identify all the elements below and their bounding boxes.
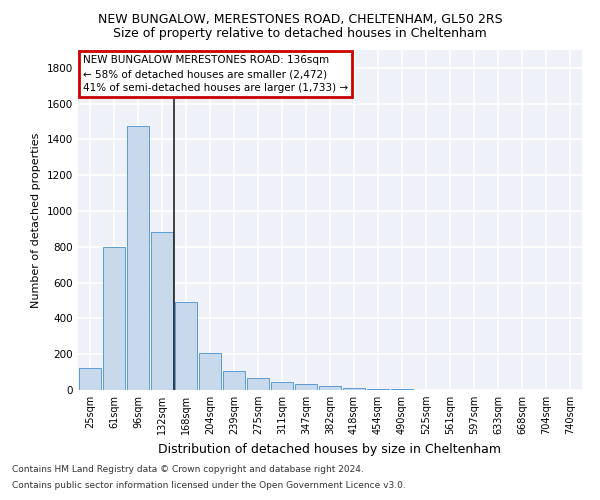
Bar xyxy=(103,247,125,390)
Y-axis label: Number of detached properties: Number of detached properties xyxy=(31,132,41,308)
Bar xyxy=(79,368,101,390)
Bar xyxy=(271,382,293,390)
Bar xyxy=(343,388,365,390)
Text: NEW BUNGALOW MERESTONES ROAD: 136sqm
← 58% of detached houses are smaller (2,472: NEW BUNGALOW MERESTONES ROAD: 136sqm ← 5… xyxy=(83,55,348,93)
Bar xyxy=(367,389,389,390)
Bar xyxy=(175,302,197,390)
Bar xyxy=(319,386,341,390)
Text: Size of property relative to detached houses in Cheltenham: Size of property relative to detached ho… xyxy=(113,28,487,40)
Bar xyxy=(151,232,173,390)
Bar xyxy=(295,384,317,390)
Bar xyxy=(199,354,221,390)
Bar xyxy=(247,378,269,390)
Text: Contains public sector information licensed under the Open Government Licence v3: Contains public sector information licen… xyxy=(12,480,406,490)
Text: NEW BUNGALOW, MERESTONES ROAD, CHELTENHAM, GL50 2RS: NEW BUNGALOW, MERESTONES ROAD, CHELTENHA… xyxy=(98,12,502,26)
X-axis label: Distribution of detached houses by size in Cheltenham: Distribution of detached houses by size … xyxy=(158,442,502,456)
Bar xyxy=(127,126,149,390)
Bar xyxy=(223,371,245,390)
Text: Contains HM Land Registry data © Crown copyright and database right 2024.: Contains HM Land Registry data © Crown c… xyxy=(12,466,364,474)
